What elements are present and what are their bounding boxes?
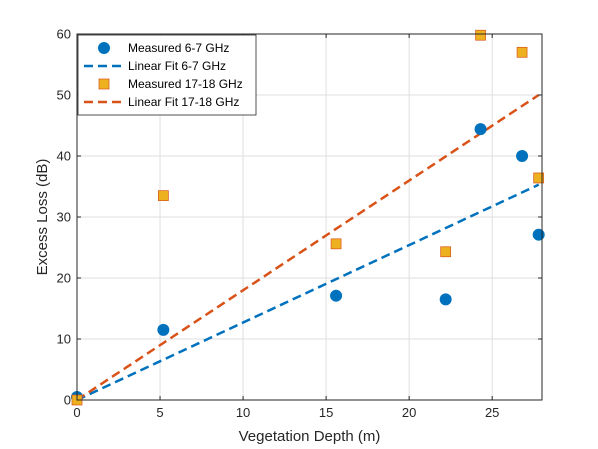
y-tick-label: 30 (57, 210, 71, 225)
data-point-series-0 (439, 293, 452, 306)
legend-entry-label: Linear Fit 17-18 GHz (128, 95, 239, 109)
x-axis-label: Vegetation Depth (m) (239, 428, 381, 445)
x-tick-label: 15 (319, 405, 333, 420)
x-tick-label: 20 (402, 405, 416, 420)
axis-ticks: 0 5 10 15 20 25 0 10 20 30 40 50 60 (57, 27, 542, 420)
y-tick-label: 20 (57, 271, 71, 286)
fit-line-series-1 (76, 183, 540, 402)
legend-marker-icon (98, 78, 110, 90)
y-tick-label: 10 (57, 332, 71, 347)
x-tick-label: 0 (73, 405, 80, 420)
data-point-series-2 (516, 46, 528, 58)
y-tick-label: 40 (57, 149, 71, 164)
legend-entry-label: Measured 6-7 GHz (128, 41, 229, 55)
y-axis-label: Excess Loss (dB) (34, 159, 51, 276)
data-point-series-2 (330, 238, 342, 250)
legend-marker-icon (98, 42, 110, 54)
x-tick-label: 5 (156, 405, 163, 420)
legend-entry-label: Measured 17-18 GHz (128, 77, 243, 91)
fit-lines (76, 93, 540, 402)
data-point-series-0 (157, 323, 170, 336)
data-point-series-2 (475, 29, 486, 41)
y-tick-label: 0 (64, 393, 71, 408)
data-point-series-2 (533, 172, 545, 184)
y-tick-label: 60 (57, 27, 71, 42)
legend: Measured 6-7 GHz Linear Fit 6-7 GHz Measur… (77, 34, 257, 116)
data-point-series-0 (532, 228, 545, 241)
x-tick-label: 10 (236, 405, 250, 420)
x-tick-label: 25 (485, 405, 499, 420)
data-point-series-2 (158, 190, 169, 201)
data-point-series-0 (516, 150, 529, 162)
data-point-series-2 (440, 246, 452, 258)
legend-entry-label: Linear Fit 6-7 GHz (128, 59, 226, 73)
data-point-series-0 (330, 289, 343, 302)
grid-lines (77, 34, 542, 400)
data-point-series-0 (474, 123, 487, 136)
y-tick-label: 50 (57, 88, 71, 103)
fit-line-series-3 (76, 93, 540, 402)
